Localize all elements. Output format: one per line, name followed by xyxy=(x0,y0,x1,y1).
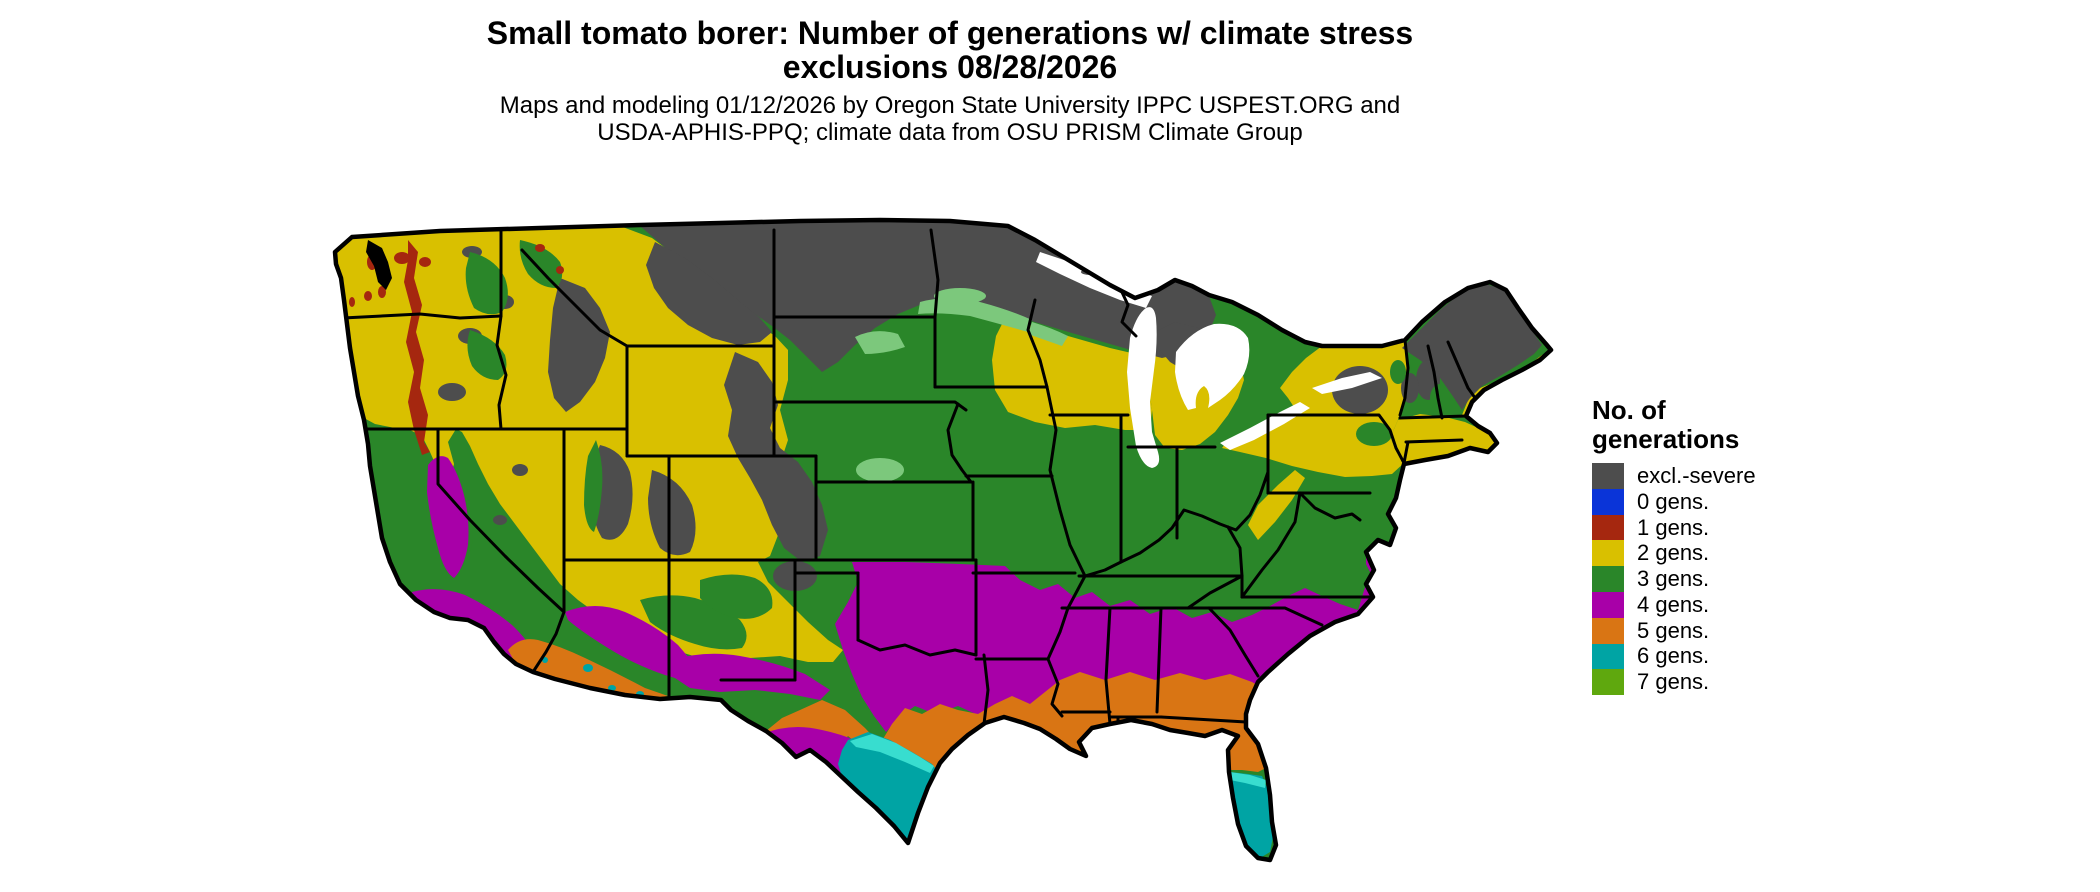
legend-title-line1: No. of xyxy=(1592,395,1666,425)
lake-huron xyxy=(1175,323,1250,410)
legend-label-7-gens: 7 gens. xyxy=(1637,669,1710,695)
legend-label-excl-severe: excl.-severe xyxy=(1637,462,1756,488)
lake-ontario xyxy=(1312,372,1382,394)
map-title-line2: exclusions 08/28/2026 xyxy=(782,49,1118,85)
legend-swatch-2-gens xyxy=(1592,540,1624,567)
legend-row: 4 gens. xyxy=(1592,592,1756,618)
legend-label-0-gens: 0 gens. xyxy=(1637,488,1710,514)
legend-row: 3 gens. xyxy=(1592,566,1756,592)
state-boundaries xyxy=(335,228,1480,732)
region-transition-fringe xyxy=(855,288,1068,482)
legend-swatch-3-gens xyxy=(1592,566,1624,592)
legend-row: 2 gens. xyxy=(1592,540,1756,567)
legend-row: 7 gens. xyxy=(1592,669,1756,696)
legend-row: 0 gens. xyxy=(1592,489,1756,515)
legend-swatch-5-gens xyxy=(1592,617,1624,644)
legend-label-4-gens: 4 gens. xyxy=(1637,591,1710,617)
legend-label-2-gens: 2 gens. xyxy=(1637,540,1710,566)
legend-swatch-1-gens xyxy=(1592,514,1624,541)
legend-row: 5 gens. xyxy=(1592,618,1756,644)
legend-label-6-gens: 6 gens. xyxy=(1637,643,1710,669)
region-6gens xyxy=(542,657,1274,858)
legend-label-1-gens: 1 gens. xyxy=(1637,514,1710,540)
legend-label-5-gens: 5 gens. xyxy=(1637,617,1710,643)
legend-swatch-6-gens xyxy=(1592,643,1624,670)
legend-row: excl.-severe xyxy=(1592,463,1756,489)
map-subtitle-line1: Maps and modeling 01/12/2026 by Oregon S… xyxy=(499,92,1401,119)
legend-swatch-excl-severe xyxy=(1592,463,1624,489)
legend-label-3-gens: 3 gens. xyxy=(1637,566,1710,592)
legend-row: 6 gens. xyxy=(1592,643,1756,670)
region-3gens-overlays xyxy=(433,240,1450,650)
legend-swatch-0-gens xyxy=(1592,488,1624,515)
channel-islands xyxy=(399,626,450,654)
map-raster-layers xyxy=(335,220,1551,860)
map-title-line1: Small tomato borer: Number of generation… xyxy=(486,15,1414,51)
legend-title-line2: generations xyxy=(1592,424,1740,454)
legend-swatch-7-gens xyxy=(1592,669,1624,696)
lake-michigan xyxy=(1127,307,1160,468)
conus-outline xyxy=(332,217,1554,863)
puget-sound xyxy=(366,240,392,290)
map-subtitle: Maps and modeling 01/12/2026 by Oregon S… xyxy=(0,92,1900,146)
legend: No. of generations excl.-severe 0 gens. … xyxy=(1592,395,1756,696)
map-subtitle-line2: USDA-APHIS-PPQ; climate data from OSU PR… xyxy=(597,119,1303,146)
legend-rows: excl.-severe 0 gens. 1 gens. 2 gens. 3 g… xyxy=(1592,463,1756,696)
legend-swatch-4-gens xyxy=(1592,591,1624,618)
map-title: Small tomato borer: Number of generation… xyxy=(0,16,1900,84)
legend-row: 1 gens. xyxy=(1592,515,1756,541)
